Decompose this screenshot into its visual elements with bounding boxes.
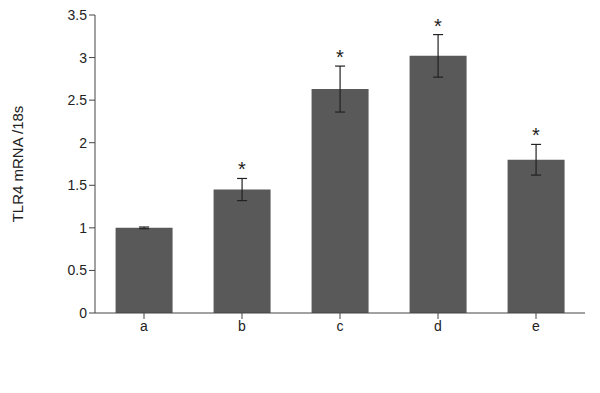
svg-text:TLR4 mRNA /18s: TLR4 mRNA /18s — [9, 106, 26, 223]
svg-text:3: 3 — [79, 50, 87, 66]
svg-text:d: d — [434, 318, 442, 334]
svg-text:0.5: 0.5 — [68, 262, 88, 278]
svg-text:b: b — [238, 318, 246, 334]
svg-text:c: c — [337, 318, 344, 334]
svg-text:*: * — [336, 46, 344, 68]
svg-text:*: * — [532, 124, 540, 146]
svg-text:2.5: 2.5 — [68, 92, 88, 108]
svg-text:a: a — [140, 318, 148, 334]
svg-text:1.5: 1.5 — [68, 177, 88, 193]
svg-text:2: 2 — [79, 135, 87, 151]
svg-text:*: * — [434, 15, 442, 37]
svg-text:*: * — [238, 158, 246, 180]
svg-text:3.5: 3.5 — [68, 7, 88, 23]
svg-text:1: 1 — [79, 220, 87, 236]
svg-text:e: e — [532, 318, 540, 334]
svg-text:0: 0 — [79, 305, 87, 321]
